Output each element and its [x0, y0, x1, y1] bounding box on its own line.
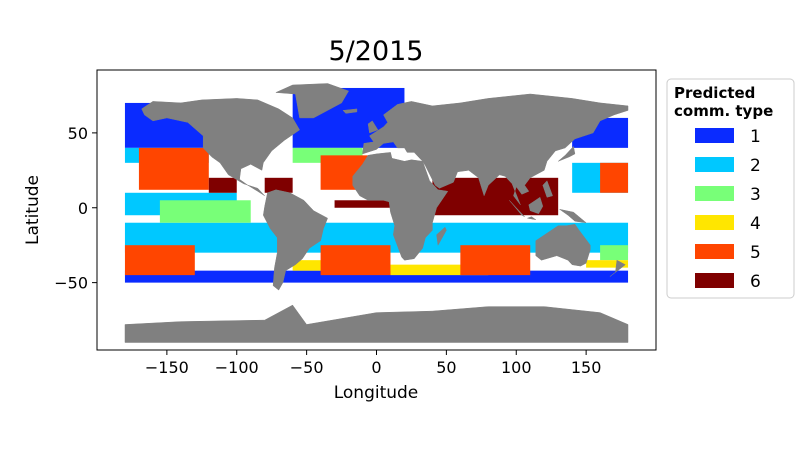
land-mass	[436, 226, 447, 246]
land-mass	[367, 120, 379, 134]
legend-swatch-6	[695, 273, 734, 288]
legend-label-5: 5	[750, 243, 761, 263]
legend-label-2: 2	[750, 156, 761, 176]
legend-swatch-1	[695, 128, 734, 143]
legend-label-4: 4	[750, 214, 761, 234]
legend-label-1: 1	[750, 127, 761, 147]
chart-title: 5/2015	[329, 36, 424, 67]
y-axis-label: Latitude	[23, 175, 43, 245]
type-5-region	[320, 245, 391, 276]
legend-swatch-4	[695, 215, 734, 230]
y-axis: −50 0 50	[54, 124, 97, 293]
type-5-region	[138, 147, 209, 190]
y-tick-label: 50	[68, 124, 88, 143]
type-4-region	[586, 260, 629, 268]
land-mass	[263, 189, 328, 291]
legend-title-line-2: comm. type	[674, 102, 773, 120]
land-mass	[535, 223, 591, 267]
land-mass	[609, 259, 626, 277]
land-mass	[141, 98, 300, 197]
land-mass	[362, 93, 629, 205]
type-4-region	[390, 264, 489, 276]
legend-entries: 1 2 3 4 5 6	[695, 127, 761, 292]
type-1-region	[124, 270, 629, 283]
type-6-region	[208, 177, 237, 193]
x-tick-label: 50	[436, 358, 456, 377]
land-mass	[124, 304, 629, 343]
land-mass	[509, 200, 525, 217]
legend-swatch-5	[695, 244, 734, 259]
type-3-region	[159, 200, 251, 223]
land-layer	[124, 83, 629, 343]
legend-label-3: 3	[750, 185, 761, 205]
type-5-region	[124, 245, 195, 276]
land-mass	[542, 180, 553, 198]
type-5-region	[600, 162, 629, 193]
type-4-region	[292, 260, 349, 271]
y-tick-label: 0	[78, 199, 88, 218]
x-tick-label: −100	[215, 358, 259, 377]
type-3-region	[600, 245, 629, 261]
land-mass	[526, 216, 536, 220]
x-tick-label: 150	[571, 358, 602, 377]
y-tick-label: −50	[54, 274, 88, 293]
legend-swatch-3	[695, 186, 734, 201]
legend-title-line-1: Predicted	[674, 84, 755, 102]
type-6-region	[334, 200, 391, 208]
x-tick-label: −150	[145, 358, 189, 377]
land-mass	[342, 108, 358, 114]
x-axis: −150 −100 −50 0 50 100 150	[145, 350, 602, 377]
land-mass	[558, 145, 576, 162]
x-tick-label: 0	[371, 358, 381, 377]
x-tick-label: −50	[290, 358, 324, 377]
land-mass	[275, 83, 349, 119]
x-axis-label: Longitude	[334, 383, 419, 403]
land-mass	[559, 209, 587, 224]
legend-swatch-2	[695, 157, 734, 172]
type-5-region	[460, 245, 531, 276]
legend: Predicted comm. type 1 2 3 4 5 6	[666, 78, 795, 299]
land-mass	[528, 196, 544, 215]
land-mass	[352, 152, 449, 261]
type-6-region	[264, 177, 293, 193]
x-tick-label: 100	[501, 358, 532, 377]
legend-label-6: 6	[750, 272, 761, 292]
